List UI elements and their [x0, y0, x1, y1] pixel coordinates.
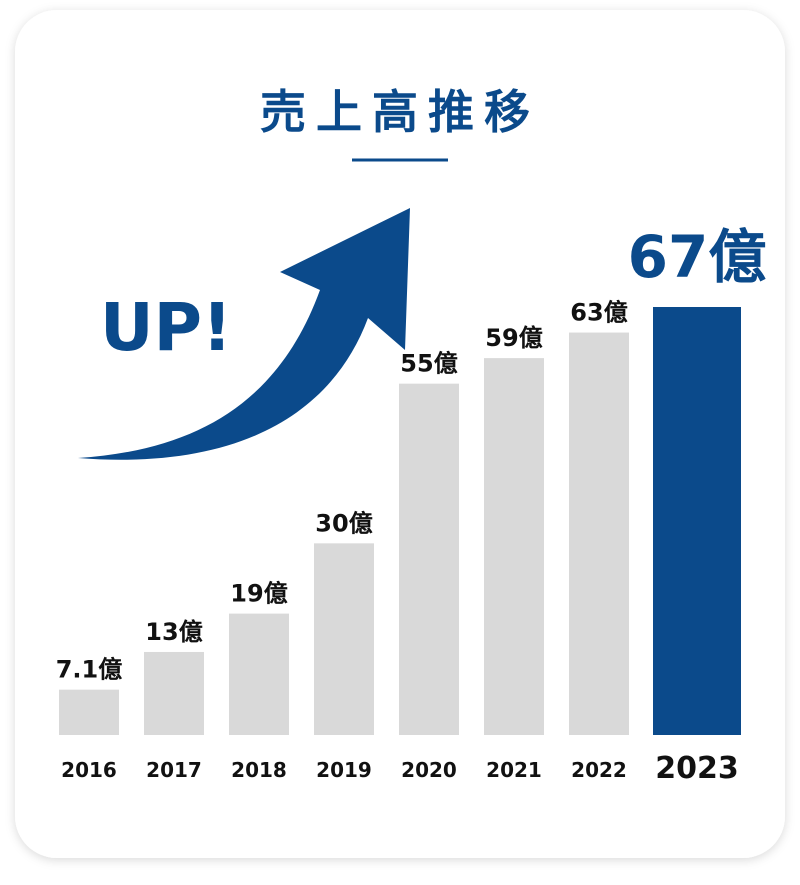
- x-tick-label: 2017: [146, 758, 202, 782]
- value-label: 19億: [230, 580, 287, 608]
- value-label: 55億: [400, 350, 457, 378]
- bar: [484, 358, 544, 735]
- bar: [229, 613, 289, 735]
- x-tick-label: 2018: [231, 758, 287, 782]
- value-label: 7.1億: [56, 656, 123, 684]
- bar: [653, 307, 741, 735]
- x-tick-label: 2016: [61, 758, 117, 782]
- up-arrow: [78, 208, 410, 460]
- value-label: 63億: [570, 299, 627, 327]
- bar: [569, 332, 629, 735]
- chart-title: 売上高推移: [260, 85, 540, 139]
- value-label: 30億: [315, 509, 372, 537]
- x-tick-label: 2023: [655, 751, 739, 786]
- x-tick-label: 2021: [486, 758, 542, 782]
- x-tick-label: 2020: [401, 758, 457, 782]
- x-tick-label: 2019: [316, 758, 372, 782]
- bar: [59, 689, 119, 735]
- bar: [399, 383, 459, 735]
- value-label: 67億: [628, 223, 767, 291]
- value-label: 59億: [485, 324, 542, 352]
- x-tick-label: 2022: [571, 758, 627, 782]
- bar: [144, 651, 204, 735]
- bar: [314, 543, 374, 735]
- annotation: UP!: [100, 289, 232, 366]
- value-label: 13億: [145, 618, 202, 646]
